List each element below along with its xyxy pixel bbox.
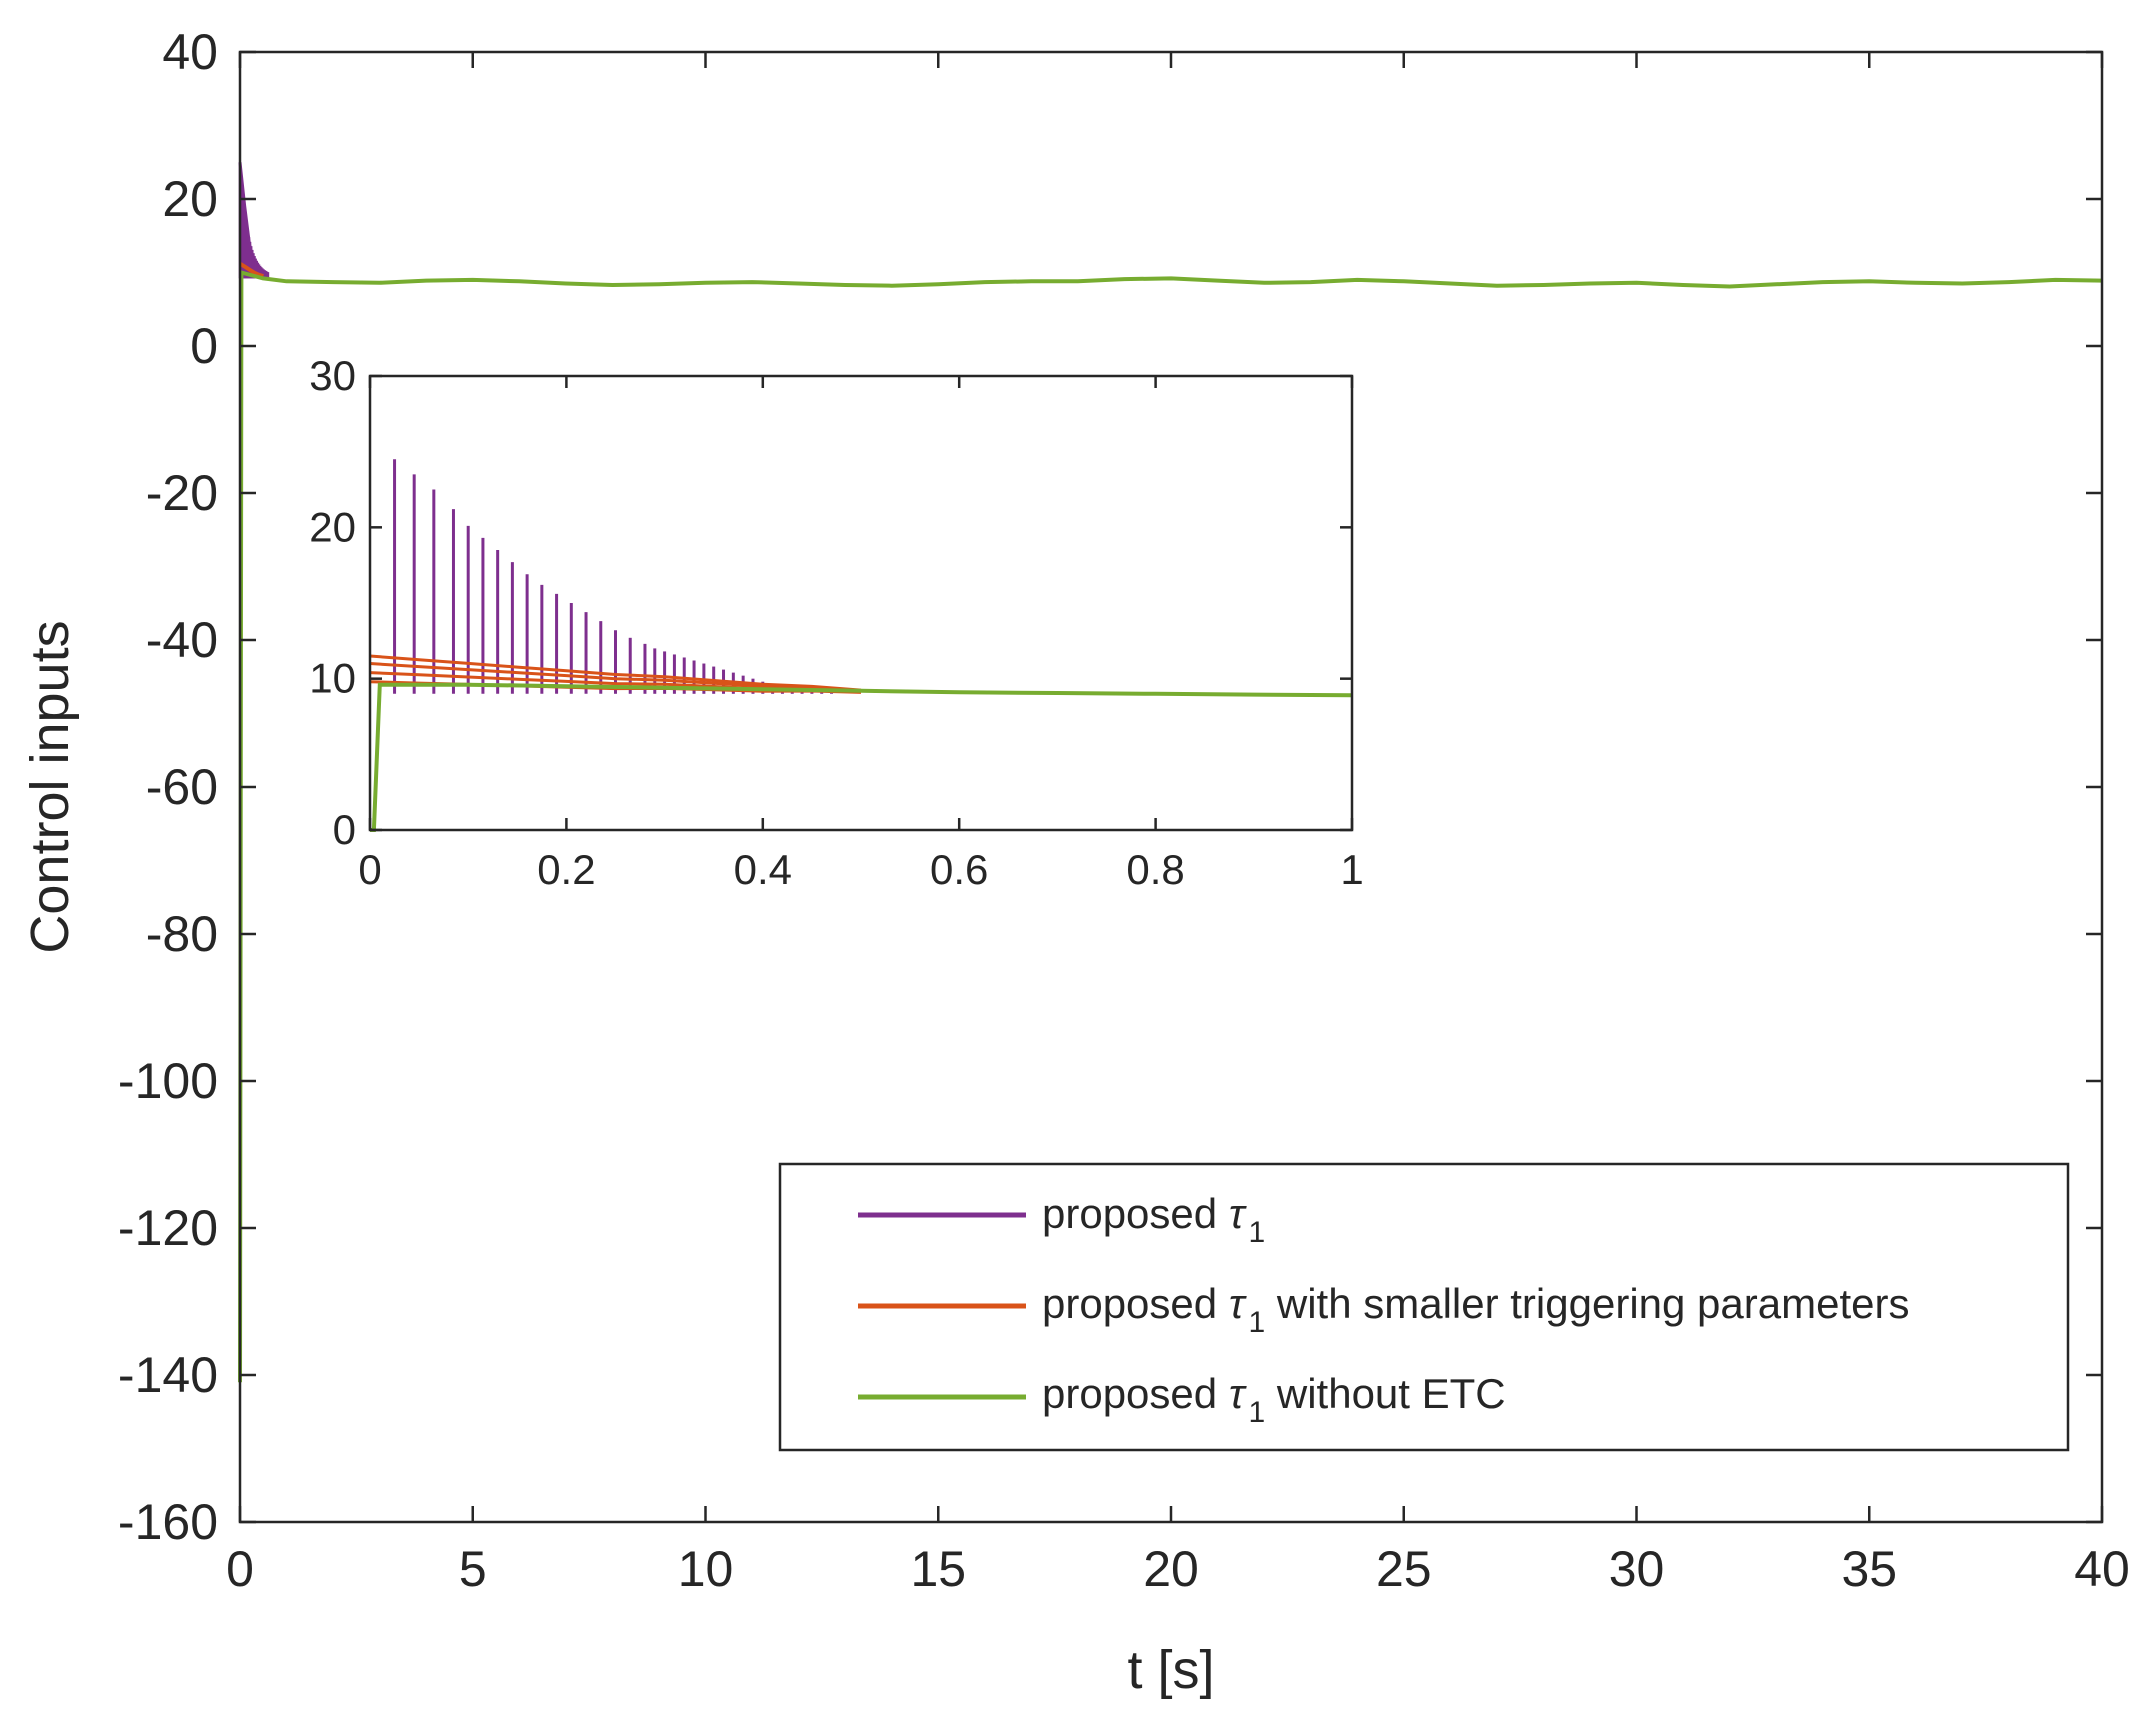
inset-y-tick-label: 30	[309, 352, 356, 399]
legend-label-3-suffix: without ETC	[1265, 1370, 1505, 1417]
legend-label-1-subscript: 1	[1249, 1216, 1266, 1249]
legend-label-3-symbol: τ	[1229, 1370, 1247, 1417]
main-y-tick-label: -120	[118, 1200, 218, 1256]
main-x-tick-label: 10	[678, 1541, 734, 1597]
main-y-tick-label: -80	[146, 906, 218, 962]
legend-label-3-prefix: proposed	[1042, 1370, 1229, 1417]
inset-x-tick-label: 0.4	[734, 846, 792, 893]
inset-series-group	[369, 459, 1353, 832]
main-series-group	[238, 162, 2103, 1383]
inset-y-tick-label: 10	[309, 655, 356, 702]
y-axis-label: Control inputs	[20, 620, 80, 953]
legend-label-1-prefix: proposed	[1042, 1190, 1229, 1237]
main-x-tick-label: 20	[1143, 1541, 1199, 1597]
legend-label-1-symbol: τ	[1229, 1190, 1247, 1237]
main-x-tick-label: 5	[459, 1541, 487, 1597]
inset-axes-box	[368, 374, 1354, 832]
inset-y-tick-label: 20	[309, 503, 356, 550]
main-y-tick-label: -140	[118, 1347, 218, 1403]
inset-series-green	[370, 682, 1353, 832]
main-series-orange	[238, 261, 264, 279]
legend-label-2-prefix: proposed	[1042, 1280, 1229, 1327]
inset-plot-area	[370, 376, 1352, 830]
main-x-tick-label: 0	[226, 1541, 254, 1597]
inset-x-tick-label: 0	[358, 846, 381, 893]
main-x-tick-label: 25	[1376, 1541, 1432, 1597]
inset-x-tick-label: 0.2	[537, 846, 595, 893]
inset-x-tick-label: 0.8	[1126, 846, 1184, 893]
main-x-tick-label: 30	[1609, 1541, 1665, 1597]
legend-label-2-suffix: with smaller triggering parameters	[1265, 1280, 1909, 1327]
main-y-tick-label: 20	[162, 171, 218, 227]
main-ticks: 0 5 10 15 20 25 30 35 40-160-140-120-100-80-60-4…	[118, 24, 2130, 1597]
legend-label-3-subscript: 1	[1249, 1396, 1266, 1429]
main-x-tick-label: 35	[1841, 1541, 1897, 1597]
inset-y-tick-label: 0	[333, 806, 356, 853]
main-y-tick-label: -20	[146, 465, 218, 521]
main-y-tick-label: -40	[146, 612, 218, 668]
main-y-tick-label: 0	[190, 318, 218, 374]
main-y-tick-label: -60	[146, 759, 218, 815]
inset-x-tick-label: 1	[1340, 846, 1363, 893]
main-x-tick-label: 15	[910, 1541, 966, 1597]
main-series-green	[238, 270, 2103, 1383]
inset-x-tick-label: 0.6	[930, 846, 988, 893]
inset-orange-line	[369, 654, 862, 692]
main-y-tick-label: -160	[118, 1494, 218, 1550]
main-y-tick-label: -100	[118, 1053, 218, 1109]
inset-orange-line	[369, 662, 862, 693]
main-y-tick-label: 40	[162, 24, 218, 80]
legend-label-2-symbol: τ	[1229, 1280, 1247, 1327]
legend-label-2-subscript: 1	[1249, 1306, 1266, 1339]
main-x-tick-label: 40	[2074, 1541, 2130, 1597]
x-axis-label: t [s]	[1127, 1640, 1214, 1700]
